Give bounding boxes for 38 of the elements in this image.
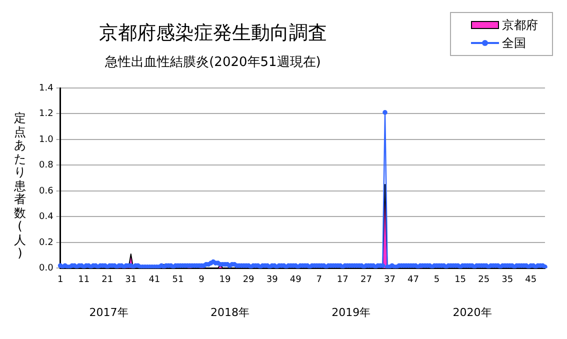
x-tick-label: 35 <box>502 274 514 285</box>
x-tick-label: 45 <box>525 274 537 285</box>
y-tick-label: 0.4 <box>38 212 54 222</box>
legend-label: 全国 <box>502 34 526 52</box>
x-tick-label: 11 <box>78 274 90 285</box>
chart-title: 京都府感染症発生動向調査 <box>98 21 328 46</box>
x-tick-label: 1 <box>57 274 64 285</box>
x-tick-label: 5 <box>434 274 440 285</box>
x-tick-label: 39 <box>266 274 278 285</box>
x-tick-label: 49 <box>290 274 302 285</box>
x-tick-label: 37 <box>384 274 396 285</box>
x-tick-label: 15 <box>454 274 466 285</box>
x-tick-label: 31 <box>125 274 137 285</box>
y-tick-label: 0.0 <box>38 264 54 274</box>
x-tick-label: 27 <box>360 274 372 285</box>
x-tick-label: 9 <box>198 274 205 285</box>
legend-label: 京都府 <box>502 16 538 34</box>
x-tick-label: 7 <box>316 274 322 285</box>
text: 2020年 <box>452 306 492 320</box>
y-tick-label: 1.0 <box>38 134 54 145</box>
x-tick-label: 25 <box>478 274 490 285</box>
text: 2017年 <box>89 306 128 320</box>
text: 定点あたり患者数(人) <box>14 111 26 260</box>
x-tick-label: 29 <box>242 274 255 285</box>
x-tick-label: 51 <box>172 274 184 285</box>
x-tick-label: 19 <box>219 274 232 285</box>
text: 2019年 <box>332 306 371 320</box>
y-tick-label: 1.2 <box>38 109 54 120</box>
text: 2018年 <box>210 306 250 320</box>
x-tick-label: 47 <box>408 274 419 285</box>
chart-subtitle: 急性出血性結膜炎(2020年51週現在) <box>104 54 322 71</box>
y-tick-label: 0.2 <box>38 238 54 248</box>
y-tick-label: 0.8 <box>38 160 54 171</box>
y-tick-label: 1.4 <box>38 83 54 94</box>
x-tick-label: 17 <box>336 274 348 285</box>
x-tick-label: 21 <box>102 274 114 285</box>
y-tick-label: 0.6 <box>38 186 54 196</box>
x-tick-label: 41 <box>148 274 160 285</box>
